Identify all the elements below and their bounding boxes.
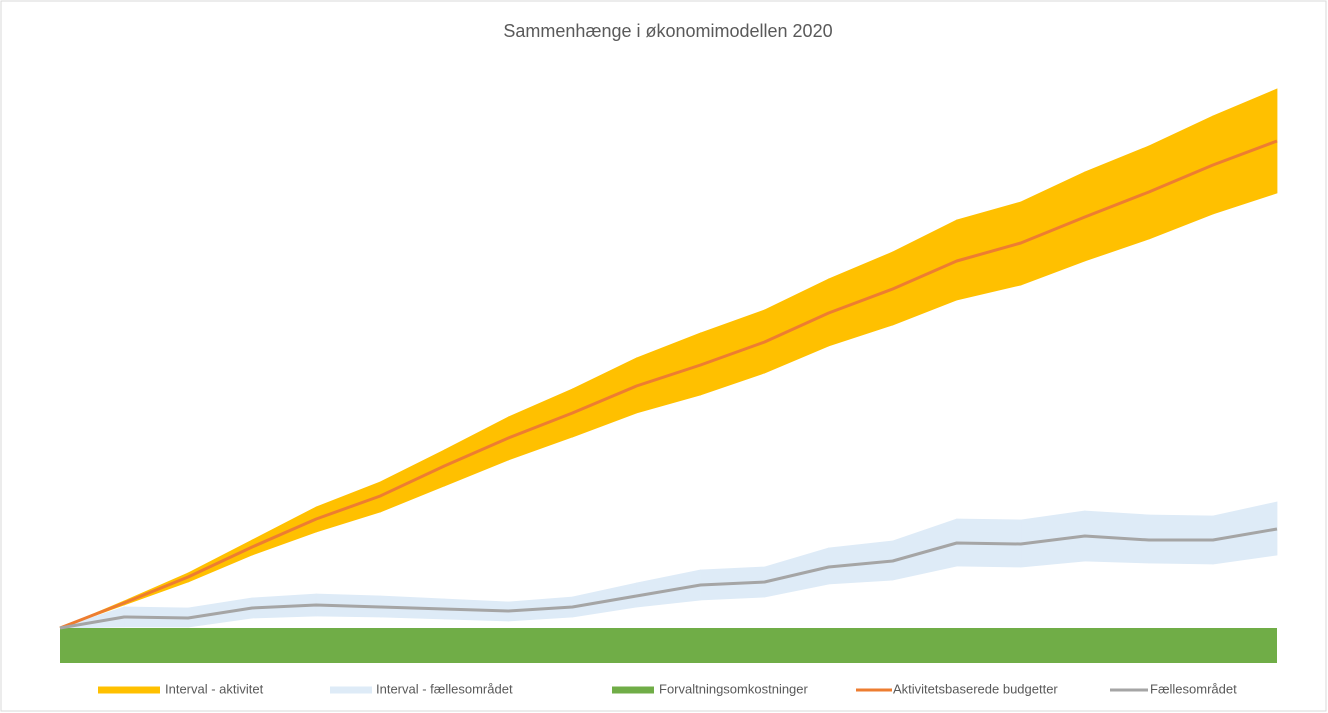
legend-label: Forvaltningsomkostninger — [659, 681, 809, 696]
chart-title: Sammenhænge i økonomimodellen 2020 — [503, 21, 832, 41]
legend-label: Aktivitetsbaserede budgetter — [893, 681, 1058, 696]
legend-swatch — [1110, 688, 1148, 692]
legend-swatch — [98, 686, 160, 694]
legend-label: Fællesområdet — [1150, 681, 1237, 696]
legend-swatch — [612, 686, 654, 694]
legend-swatch — [856, 688, 892, 692]
legend-label: Interval - fællesområdet — [376, 681, 513, 696]
bar-area — [60, 628, 1277, 663]
legend-label: Interval - aktivitet — [165, 681, 264, 696]
line — [59, 139, 1278, 630]
legend-swatch — [330, 686, 372, 694]
line — [59, 527, 1278, 630]
